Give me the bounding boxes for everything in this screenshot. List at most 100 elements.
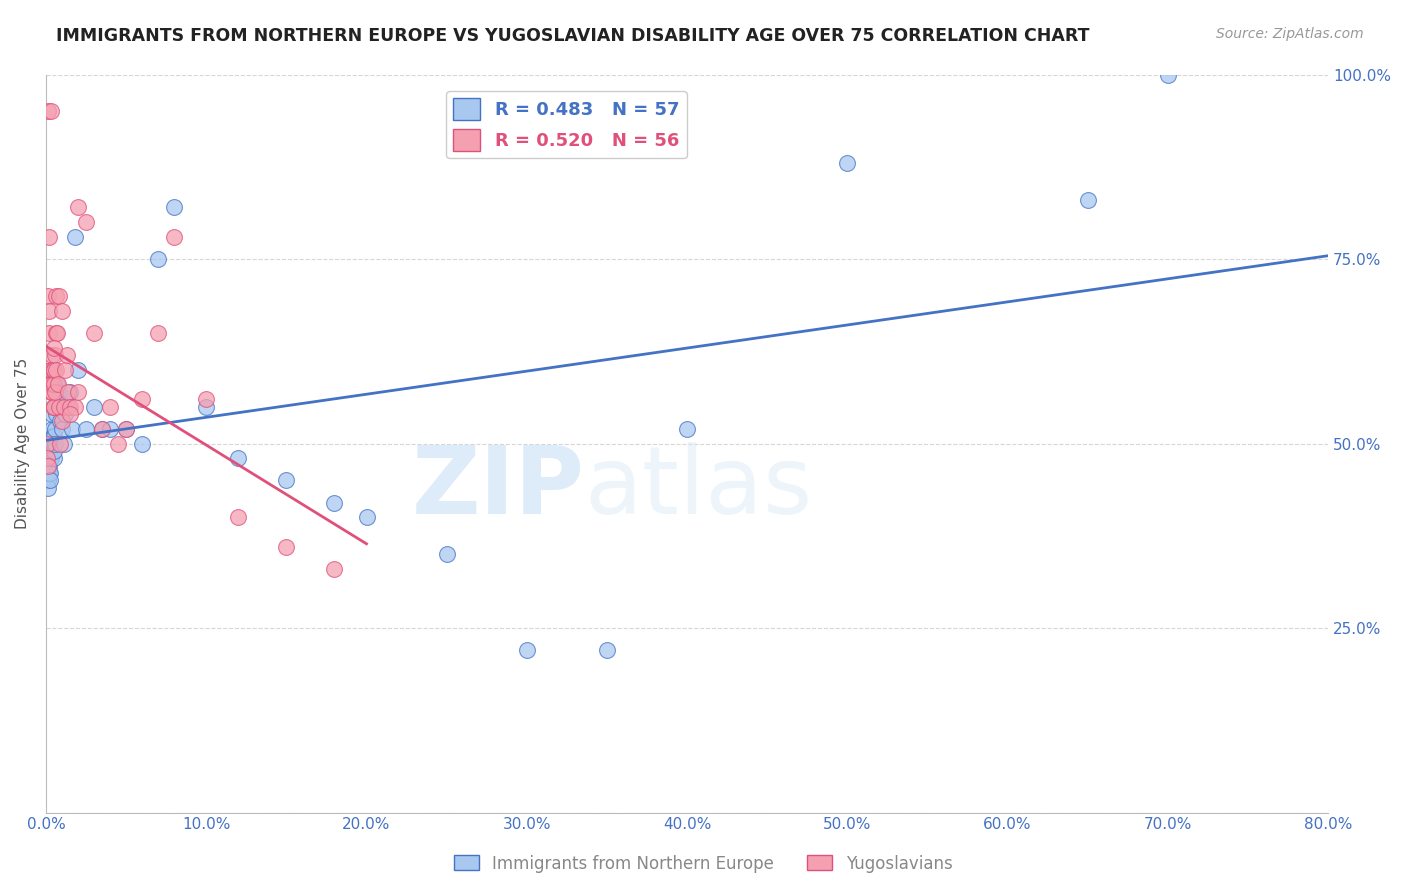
- Point: [41, 384, 63, 399]
- Point: [41, 429, 63, 443]
- Point: [37, 104, 59, 119]
- Point: [37, 458, 59, 473]
- Point: [48, 400, 70, 414]
- Point: [75, 422, 97, 436]
- Point: [276, 474, 298, 488]
- Point: [45, 362, 67, 376]
- Point: [38, 458, 60, 473]
- Point: [98, 422, 121, 436]
- Point: [66, 200, 89, 214]
- Point: [51, 414, 73, 428]
- Point: [46, 377, 69, 392]
- Point: [41, 348, 63, 362]
- Point: [41, 377, 63, 392]
- Point: [44, 362, 66, 376]
- Point: [46, 377, 69, 392]
- Point: [107, 436, 129, 450]
- Point: [41, 436, 63, 450]
- Point: [226, 451, 249, 466]
- Point: [39, 104, 62, 119]
- Point: [51, 303, 73, 318]
- Point: [91, 422, 114, 436]
- Point: [37, 481, 59, 495]
- Point: [59, 407, 82, 421]
- Point: [66, 384, 89, 399]
- Point: [53, 362, 76, 376]
- Point: [39, 362, 62, 376]
- Legend: Immigrants from Northern Europe, Yugoslavians: Immigrants from Northern Europe, Yugosla…: [447, 848, 959, 880]
- Point: [37, 289, 59, 303]
- Point: [39, 362, 62, 376]
- Point: [195, 392, 218, 407]
- Point: [44, 384, 66, 399]
- Point: [98, 400, 121, 414]
- Legend: R = 0.483   N = 57, R = 0.520   N = 56: R = 0.483 N = 57, R = 0.520 N = 56: [446, 91, 686, 159]
- Point: [1157, 68, 1180, 82]
- Y-axis label: Disability Age Over 75: Disability Age Over 75: [15, 358, 30, 529]
- Point: [676, 422, 699, 436]
- Point: [49, 436, 72, 450]
- Point: [44, 429, 66, 443]
- Point: [38, 230, 60, 244]
- Point: [38, 326, 60, 340]
- Point: [38, 466, 60, 480]
- Point: [45, 326, 67, 340]
- Point: [41, 422, 63, 436]
- Point: [44, 436, 66, 450]
- Point: [35, 451, 58, 466]
- Point: [37, 474, 59, 488]
- Point: [323, 562, 346, 576]
- Point: [42, 341, 65, 355]
- Point: [45, 407, 67, 421]
- Point: [83, 400, 105, 414]
- Point: [356, 510, 378, 524]
- Point: [436, 547, 458, 561]
- Point: [146, 252, 169, 266]
- Point: [276, 540, 298, 554]
- Point: [39, 466, 62, 480]
- Point: [131, 392, 153, 407]
- Point: [39, 384, 62, 399]
- Point: [39, 474, 62, 488]
- Point: [37, 458, 59, 473]
- Point: [115, 422, 138, 436]
- Point: [42, 444, 65, 458]
- Point: [45, 289, 67, 303]
- Point: [42, 400, 65, 414]
- Point: [66, 362, 89, 376]
- Point: [44, 348, 66, 362]
- Point: [91, 422, 114, 436]
- Point: [596, 643, 619, 657]
- Text: atlas: atlas: [585, 442, 813, 533]
- Point: [83, 326, 105, 340]
- Point: [323, 495, 346, 509]
- Point: [56, 392, 79, 407]
- Point: [37, 466, 59, 480]
- Point: [63, 230, 86, 244]
- Point: [516, 643, 538, 657]
- Point: [42, 436, 65, 450]
- Point: [41, 407, 63, 421]
- Point: [52, 436, 75, 450]
- Point: [146, 326, 169, 340]
- Point: [63, 400, 86, 414]
- Text: ZIP: ZIP: [412, 442, 585, 533]
- Point: [1077, 193, 1099, 207]
- Point: [39, 451, 62, 466]
- Point: [163, 200, 186, 214]
- Point: [48, 289, 70, 303]
- Text: Source: ZipAtlas.com: Source: ZipAtlas.com: [1216, 27, 1364, 41]
- Point: [35, 436, 58, 450]
- Point: [60, 422, 83, 436]
- Point: [52, 400, 75, 414]
- Point: [195, 400, 218, 414]
- Point: [75, 215, 97, 229]
- Point: [37, 451, 59, 466]
- Point: [163, 230, 186, 244]
- Point: [58, 400, 80, 414]
- Point: [53, 407, 76, 421]
- Point: [41, 400, 63, 414]
- Point: [226, 510, 249, 524]
- Point: [38, 303, 60, 318]
- Point: [42, 362, 65, 376]
